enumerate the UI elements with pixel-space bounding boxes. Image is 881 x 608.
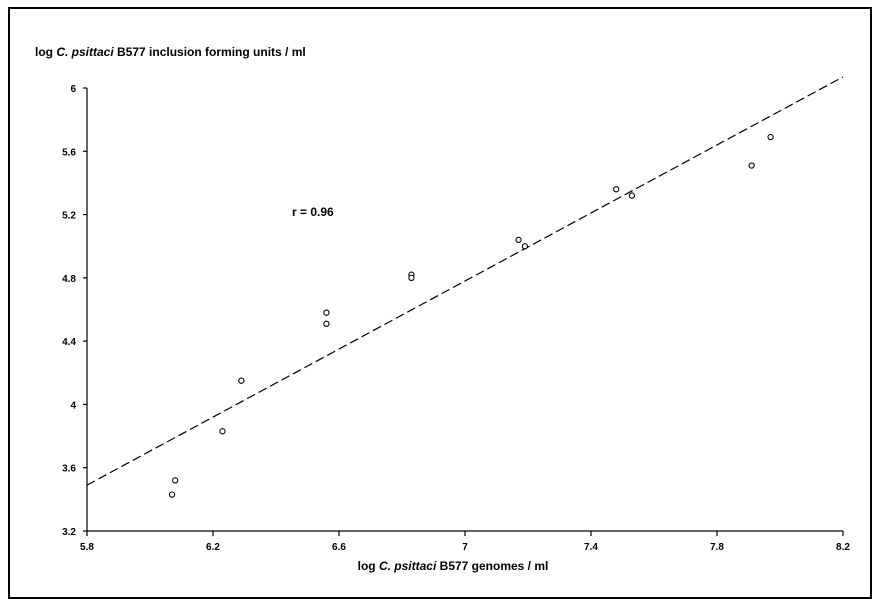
x-tick-label: 7.8 [710,542,724,553]
x-tick-label: 8.2 [836,542,850,553]
data-point [323,309,330,316]
y-tick-label: 6 [70,84,76,95]
x-axis-title: log C. psittaci B577 genomes / ml [358,559,549,573]
x-tick-label: 5.8 [80,542,94,553]
scatter-plot: 5.8 6.2 6.6 7 7.4 7.8 8.2 3.2 3.6 4 4.4 4.8 5.2 5.6 6… [35,45,850,573]
y-tick-label: 4.8 [62,274,76,285]
y-ticks: 3.2 3.6 4 4.4 4.8 5.2 5.6 6 [62,84,87,538]
data-point [515,236,522,244]
x-tick-label: 7.4 [584,542,598,553]
data-point [628,192,636,199]
data-points [168,133,774,498]
regression-line [86,76,844,486]
data-point [767,133,774,141]
data-point [238,377,245,384]
x-ticks: 5.8 6.2 6.6 7 7.4 7.8 8.2 [80,531,850,553]
x-tick-label: 6.6 [332,542,346,553]
y-tick-label: 3.6 [62,464,76,475]
x-tick-label: 7 [462,542,468,553]
data-point [613,186,620,193]
y-axis-title: log C. psittaci B577 inclusion forming u… [35,45,306,59]
data-point [323,320,330,327]
chart-frame: 5.8 6.2 6.6 7 7.4 7.8 8.2 3.2 3.6 4 4.4 4.8 5.2 5.6 6… [8,7,872,599]
correlation-annotation: r = 0.96 [292,205,334,219]
data-point [172,477,179,484]
data-point [219,428,226,435]
data-point [168,491,176,498]
data-point [521,243,528,250]
y-tick-label: 4 [70,400,76,411]
y-tick-label: 3.2 [62,527,76,538]
data-point [748,162,755,169]
y-tick-label: 5.2 [62,211,76,222]
axes [86,88,843,532]
y-tick-label: 4.4 [62,337,76,348]
y-tick-label: 5.6 [62,147,76,158]
data-point [408,274,415,282]
x-tick-label: 6.2 [206,542,220,553]
